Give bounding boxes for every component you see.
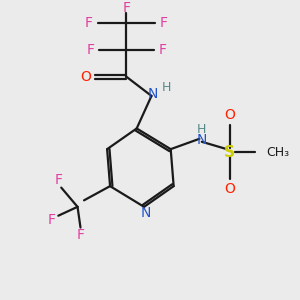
Text: F: F — [47, 213, 56, 227]
Text: H: H — [162, 80, 172, 94]
Text: O: O — [224, 182, 235, 196]
Text: CH₃: CH₃ — [266, 146, 290, 159]
Text: S: S — [224, 145, 236, 160]
Text: F: F — [122, 1, 130, 15]
Text: O: O — [224, 108, 235, 122]
Text: O: O — [80, 70, 91, 84]
Text: F: F — [158, 43, 166, 57]
Text: F: F — [160, 16, 168, 31]
Text: H: H — [197, 123, 206, 136]
Text: F: F — [77, 228, 85, 242]
Text: F: F — [54, 173, 62, 187]
Text: N: N — [196, 133, 207, 147]
Text: F: F — [85, 16, 93, 31]
Text: N: N — [140, 206, 151, 220]
Text: N: N — [148, 87, 158, 101]
Text: F: F — [86, 43, 94, 57]
